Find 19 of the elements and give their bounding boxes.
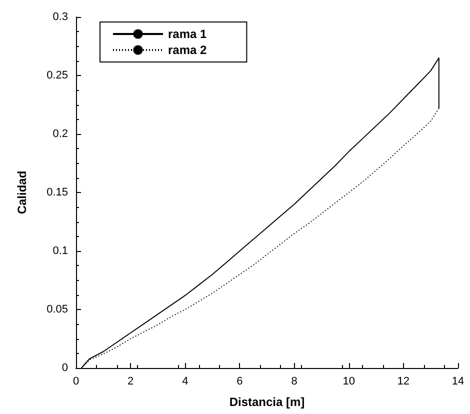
x-tick-label: 4	[182, 376, 188, 388]
y-tick-label: 0.3	[52, 11, 68, 23]
y-tick-label: 0	[62, 362, 68, 374]
x-tick-label: 12	[397, 376, 410, 388]
x-tick-label: 6	[236, 376, 243, 388]
x-tick-label: 10	[342, 376, 355, 388]
x-tick-label: 14	[452, 376, 464, 388]
x-tick-label: 2	[128, 376, 134, 388]
legend-label: rama 1	[168, 27, 208, 41]
x-tick-label: 0	[72, 376, 80, 388]
x-tick-label: 8	[291, 376, 298, 388]
legend-label: rama 2	[168, 43, 208, 57]
y-tick-label: 0.25	[46, 70, 68, 82]
x-axis-title: Distancia [m]	[229, 395, 305, 409]
y-tick-label: 0.05	[46, 304, 68, 316]
y-tick-label: 0.2	[52, 128, 68, 140]
y-tick-label: 0.15	[46, 186, 68, 198]
y-axis-title: Calidad	[15, 170, 29, 214]
y-tick-label: 0.1	[52, 245, 68, 257]
